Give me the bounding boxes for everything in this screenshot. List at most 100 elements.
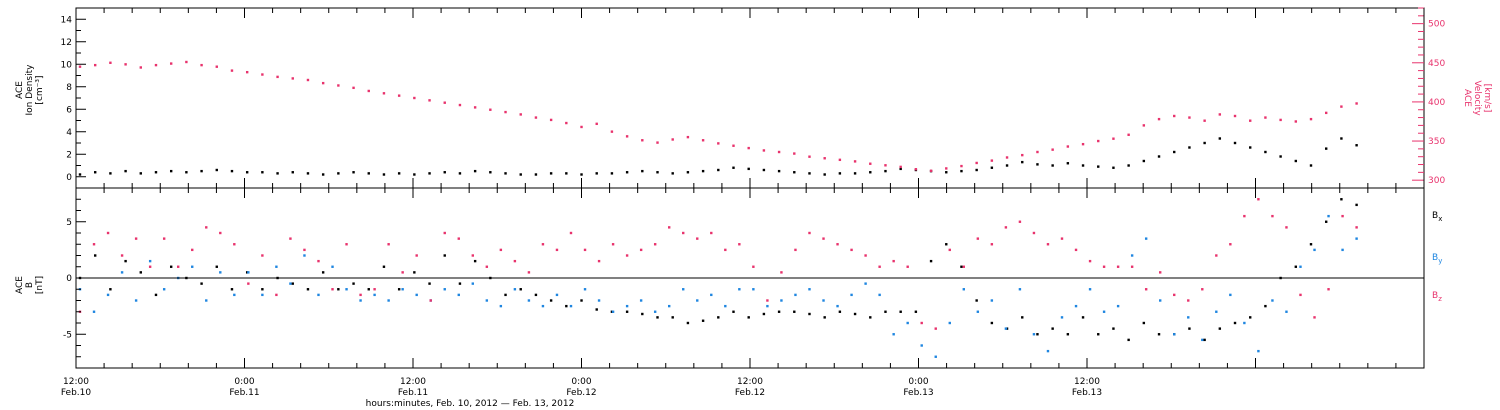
bottom-bz-point [1355, 226, 1358, 229]
bottom-bz-point [752, 265, 755, 268]
bottom-bx-point [1066, 333, 1070, 336]
bottom-by-point [1327, 214, 1330, 218]
bottom-bz-point [625, 254, 629, 257]
bottom-bx-point [869, 316, 872, 319]
top-series-0-point [321, 173, 325, 176]
top-series-0-point [200, 169, 203, 173]
top-series-0-point [139, 172, 142, 175]
bottom-by-point [597, 299, 601, 302]
bottom-by-point [696, 299, 699, 302]
top-series-0-point [945, 171, 948, 174]
top-ytick-label: 4 [66, 128, 72, 138]
bottom-bx-point [428, 282, 431, 285]
top-ytick-label: 8 [66, 83, 72, 93]
top-series-0-point [352, 171, 355, 174]
bottom-bx-point [139, 271, 142, 274]
bottom-by-point [387, 299, 390, 302]
top-series-0-point [1325, 147, 1328, 150]
bottom-bx-point [154, 293, 158, 297]
bottom-by-point [625, 304, 629, 308]
bottom-by-point [710, 293, 713, 297]
bottom-bx-point [337, 288, 340, 291]
top-series-0-point [1081, 164, 1085, 167]
top-y2label-line-1: ACE [1462, 89, 1472, 107]
bottom-by-point [289, 282, 292, 285]
top-series-0-point [382, 173, 386, 176]
top-series-0-point [78, 173, 82, 176]
bottom-by-point [345, 288, 348, 291]
bottom-by-point [1201, 338, 1204, 342]
bottom-bx-point [291, 282, 294, 285]
bottom-bx-point [656, 316, 659, 319]
top-y2tick-label: 450 [1428, 59, 1445, 69]
bottom-bx-point [124, 259, 127, 263]
bottom-bz-point [387, 243, 390, 246]
bottom-by-point [1299, 265, 1302, 268]
top-series-0-point [1066, 162, 1070, 165]
bottom-bz-point [1159, 271, 1162, 274]
bottom-by-point [415, 293, 418, 297]
top-ylabel-line-3: [cm⁻³] [35, 75, 45, 104]
top-series-0-point [504, 172, 507, 175]
bottom-by-point [766, 304, 769, 308]
bottom-by-point [1229, 293, 1232, 297]
top-series-1-point [641, 139, 644, 142]
top-series-0-point [1249, 146, 1252, 149]
top-series-1-point [625, 135, 629, 138]
bottom-bx-point [473, 259, 477, 263]
bottom-by-point [738, 288, 741, 291]
bottom-bz-point [1187, 299, 1190, 302]
bottom-bz-point [976, 237, 980, 240]
legend-bx: Bx [1432, 211, 1442, 223]
bottom-bz-point [261, 254, 264, 257]
bottom-bx-point [671, 316, 674, 319]
bottom-bx-point [306, 288, 310, 291]
bottom-bz-point [555, 248, 559, 252]
top-series-0-point [1355, 144, 1358, 147]
bottom-ytick-label: 5 [66, 218, 72, 228]
bottom-bz-point [134, 237, 138, 240]
top-series-0-point [306, 172, 310, 175]
bottom-bz-point [569, 231, 573, 235]
top-series-1-point [397, 94, 401, 97]
bottom-by-point [303, 254, 306, 257]
bottom-by-point [373, 293, 376, 297]
top-series-1-point [777, 150, 781, 154]
top-series-0-point [291, 171, 294, 174]
top-series-1-point [169, 62, 173, 65]
bottom-bz-point [415, 254, 418, 257]
bottom-bx-point [1325, 220, 1328, 223]
bottom-by-point [471, 282, 474, 285]
bottom-by-point [1341, 248, 1344, 252]
bottom-bz-point [696, 237, 699, 240]
bottom-bx-point [1081, 316, 1085, 319]
top-series-0-point [473, 169, 477, 173]
xtick-time-label: 12:00 [63, 377, 89, 387]
bottom-bz-point [513, 259, 517, 263]
bottom-by-point [990, 299, 994, 302]
bottom-by-point [920, 344, 923, 347]
top-y2label-line-3: [km/s] [1482, 84, 1492, 113]
top-y2label-line-2: Velocity [1472, 80, 1482, 116]
top-series-0-point [975, 168, 978, 172]
bottom-bx-point [504, 293, 507, 297]
bottom-bx-point [458, 282, 462, 285]
bottom-by-point [205, 299, 208, 302]
bottom-bz-point [499, 248, 503, 252]
top-series-1-point [276, 75, 279, 79]
bottom-bz-point [443, 231, 446, 235]
top-series-1-point [1188, 116, 1191, 119]
top-series-0-point [443, 171, 446, 174]
bottom-bx-point [1097, 333, 1100, 336]
bottom-bx-point [777, 310, 781, 313]
bottom-bx-point [732, 310, 735, 313]
top-series-1-point [701, 139, 705, 142]
top-series-1-point [717, 142, 720, 145]
top-series-0-point [717, 168, 720, 172]
xtick-date-label: Feb.13 [1072, 388, 1102, 398]
bottom-by-point [948, 321, 951, 325]
top-series-1-point [1021, 153, 1024, 157]
top-series-1-point [93, 63, 97, 67]
bottom-bx-point [1249, 316, 1252, 319]
bottom-bx-point [580, 299, 583, 302]
